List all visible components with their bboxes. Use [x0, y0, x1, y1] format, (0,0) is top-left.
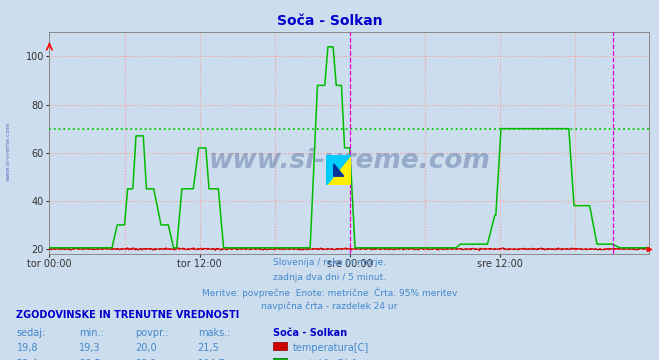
Text: 22,4: 22,4 — [16, 359, 38, 360]
Text: povpr.:: povpr.: — [135, 328, 169, 338]
Text: 19,3: 19,3 — [79, 343, 101, 354]
Text: pretok[m3/s]: pretok[m3/s] — [293, 359, 357, 360]
Text: Soča - Solkan: Soča - Solkan — [277, 14, 382, 28]
Text: Slovenija / reke in morje.: Slovenija / reke in morje. — [273, 258, 386, 267]
Text: min.:: min.: — [79, 328, 104, 338]
Text: 19,8: 19,8 — [16, 343, 38, 354]
Text: 20,5: 20,5 — [79, 359, 101, 360]
Text: ZGODOVINSKE IN TRENUTNE VREDNOSTI: ZGODOVINSKE IN TRENUTNE VREDNOSTI — [16, 310, 240, 320]
Text: Meritve: povprečne  Enote: metrične  Črta: 95% meritev: Meritve: povprečne Enote: metrične Črta:… — [202, 287, 457, 298]
Text: navpična črta - razdelek 24 ur: navpična črta - razdelek 24 ur — [262, 302, 397, 311]
Text: 30,1: 30,1 — [135, 359, 157, 360]
Text: maks.:: maks.: — [198, 328, 230, 338]
Text: 20,0: 20,0 — [135, 343, 157, 354]
Polygon shape — [326, 155, 351, 185]
Polygon shape — [333, 164, 344, 176]
Text: 104,7: 104,7 — [198, 359, 225, 360]
Text: www.si-vreme.com: www.si-vreme.com — [208, 148, 490, 174]
Polygon shape — [326, 155, 351, 185]
Text: temperatura[C]: temperatura[C] — [293, 343, 370, 354]
Text: sedaj:: sedaj: — [16, 328, 45, 338]
Text: 21,5: 21,5 — [198, 343, 219, 354]
Text: Soča - Solkan: Soča - Solkan — [273, 328, 347, 338]
Text: www.si-vreme.com: www.si-vreme.com — [5, 121, 11, 181]
Text: zadnja dva dni / 5 minut.: zadnja dva dni / 5 minut. — [273, 273, 386, 282]
